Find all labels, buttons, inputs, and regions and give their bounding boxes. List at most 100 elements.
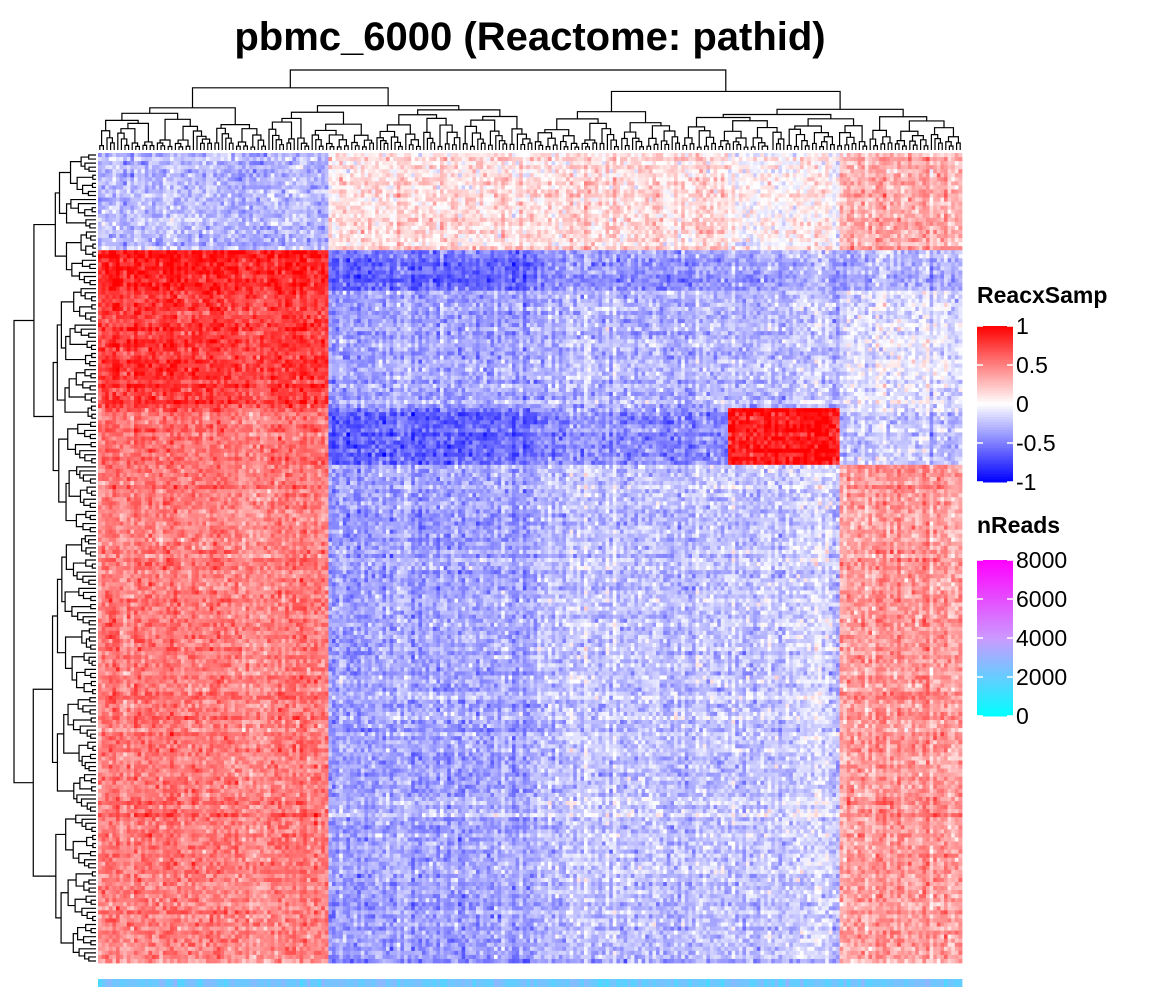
heatmap-cell: [368, 205, 372, 211]
heatmap-cell: [911, 225, 916, 231]
heatmap-cell: [854, 217, 858, 223]
heatmap-cell: [699, 209, 704, 215]
heatmap-cell: [148, 169, 153, 174]
heatmap-cell: [317, 217, 322, 223]
heatmap-cell: [954, 157, 959, 162]
dendrogram-branch: [581, 142, 589, 150]
heatmap-cell: [620, 209, 624, 215]
heatmap-cell: [724, 161, 729, 166]
heatmap-cell: [108, 225, 113, 231]
heatmap-cell: [371, 173, 376, 178]
heatmap-cell: [508, 193, 513, 198]
heatmap-cell: [177, 197, 182, 202]
heatmap-cell: [573, 197, 578, 202]
dendrogram-branch: [79, 306, 92, 317]
dendrogram-branch: [452, 144, 457, 150]
heatmap-cell: [119, 181, 124, 186]
heatmap-cell: [422, 193, 426, 198]
heatmap-cell: [274, 185, 279, 190]
heatmap-cell: [443, 197, 448, 202]
heatmap-cell: [350, 193, 354, 198]
heatmap-cell: [371, 153, 376, 158]
heatmap-cell: [130, 181, 135, 186]
heatmap-cell: [864, 165, 869, 170]
dendrogram-branch: [545, 146, 551, 150]
heatmap-cell: [717, 209, 722, 215]
heatmap-cell: [933, 197, 938, 202]
heatmap-cell: [368, 213, 372, 219]
heatmap-cell: [292, 153, 297, 158]
heatmap-cell: [220, 165, 225, 170]
heatmap-cell: [274, 197, 279, 202]
heatmap-cell: [785, 205, 790, 211]
heatmap-cell: [303, 169, 308, 174]
heatmap-cell: [123, 169, 128, 174]
heatmap-cell: [537, 221, 542, 227]
heatmap-cell: [126, 153, 131, 158]
heatmap-cell: [656, 185, 660, 190]
heatmap-cell: [332, 157, 336, 162]
heatmap-cell: [839, 177, 844, 182]
heatmap-cell: [288, 213, 293, 219]
heatmap-cell: [450, 193, 455, 198]
heatmap-cell: [728, 217, 732, 223]
dendrogram-branch: [120, 138, 128, 150]
dendrogram-branch: [83, 275, 96, 284]
dendrogram-branch: [91, 871, 96, 877]
heatmap-cell: [494, 221, 498, 227]
heatmap-cell: [116, 181, 120, 186]
heatmap-cell: [173, 217, 178, 223]
heatmap-cell: [144, 205, 149, 211]
heatmap-cell: [742, 197, 747, 202]
heatmap-cell: [602, 189, 606, 194]
heatmap-cell: [382, 169, 387, 174]
heatmap-cell: [346, 201, 351, 207]
heatmap-cell: [616, 213, 621, 219]
heatmap-cell: [504, 209, 509, 215]
heatmap-cell: [382, 173, 387, 178]
dendrogram-branch: [91, 413, 96, 419]
heatmap-cell: [620, 185, 624, 190]
heatmap-cell: [148, 189, 153, 194]
heatmap-cell: [530, 193, 534, 198]
heatmap-cell: [832, 157, 837, 162]
heatmap-cell: [530, 161, 534, 166]
heatmap-cell: [328, 205, 333, 211]
heatmap-cell: [450, 225, 455, 231]
heatmap-cell: [234, 201, 239, 207]
heatmap-cell: [141, 217, 146, 223]
heatmap-cell: [335, 153, 340, 158]
heatmap-cell: [328, 181, 333, 186]
heatmap-cell: [292, 173, 297, 178]
heatmap-cell: [558, 185, 563, 190]
heatmap-cell: [616, 209, 621, 215]
heatmap-cell: [281, 153, 286, 158]
heatmap-cell: [242, 161, 246, 166]
dendrogram-branch: [446, 131, 458, 144]
heatmap-cell: [717, 153, 722, 158]
dendrogram-branch: [329, 145, 335, 150]
heatmap-cell: [314, 169, 318, 174]
heatmap-cell: [879, 209, 884, 215]
heatmap-cell: [872, 193, 876, 198]
heatmap-cell: [332, 197, 336, 202]
heatmap-cell: [224, 209, 228, 215]
heatmap-cell: [515, 181, 520, 186]
heatmap-cell: [342, 189, 347, 194]
heatmap-cell: [512, 173, 516, 178]
heatmap-cell: [638, 221, 642, 227]
heatmap-cell: [720, 193, 725, 198]
heatmap-cell: [900, 185, 905, 190]
heatmap-cell: [594, 209, 599, 215]
heatmap-cell: [519, 193, 524, 198]
heatmap-cell: [684, 205, 689, 211]
heatmap-cell: [162, 209, 167, 215]
heatmap-cell: [152, 225, 156, 231]
heatmap-cell: [220, 181, 225, 186]
heatmap-cell: [112, 201, 117, 207]
heatmap-cell: [396, 225, 401, 231]
heatmap-cell: [753, 177, 758, 182]
heatmap-cell: [375, 165, 380, 170]
heatmap-cell: [429, 197, 434, 202]
heatmap-cell: [785, 225, 790, 231]
